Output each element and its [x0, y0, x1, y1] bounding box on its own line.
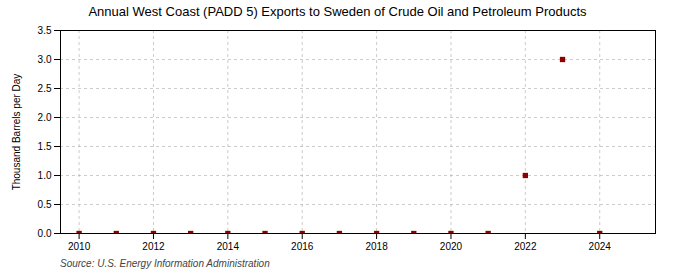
svg-text:1.0: 1.0 [38, 170, 52, 181]
svg-text:2020: 2020 [440, 241, 463, 252]
svg-text:2018: 2018 [365, 241, 388, 252]
html-text:Source: U.S. Energy Informatio: Source: U.S. Energy Information Administ… [60, 258, 270, 269]
svg-text:2012: 2012 [142, 241, 165, 252]
svg-text:3.0: 3.0 [38, 54, 52, 65]
svg-text:2022: 2022 [514, 241, 537, 252]
svg-text:3.5: 3.5 [38, 25, 52, 36]
html-text:Annual West Coast (PADD 5) Exp: Annual West Coast (PADD 5) Exports to Sw… [88, 4, 587, 19]
svg-text:0.5: 0.5 [38, 199, 52, 210]
svg-text:2.0: 2.0 [38, 112, 52, 123]
svg-text:2.5: 2.5 [38, 83, 52, 94]
svg-text:2010: 2010 [68, 241, 91, 252]
svg-text:0.0: 0.0 [38, 228, 52, 239]
svg-text:1.5: 1.5 [38, 141, 52, 152]
svg-text:2016: 2016 [291, 241, 314, 252]
svg-text:2024: 2024 [589, 241, 612, 252]
svg-text:2014: 2014 [217, 241, 240, 252]
svg-text:Thousand Barrels per Day: Thousand Barrels per Day [11, 74, 22, 191]
